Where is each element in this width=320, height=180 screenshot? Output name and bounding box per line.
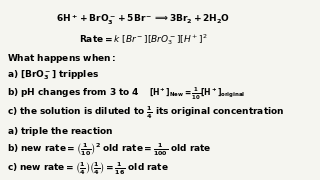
- Text: $\bf{What\ happens\ when:}$: $\bf{What\ happens\ when:}$: [7, 52, 116, 65]
- Text: $\bf{c)\ the\ solution\ is\ diluted\ to\ \frac{1}{4}\ its\ original\ concentrati: $\bf{c)\ the\ solution\ is\ diluted\ to\…: [7, 104, 284, 121]
- Text: $\mathbf{6H^+ + BrO_3^- + 5Br^- \Longrightarrow 3Br_2 + 2H_2O}$: $\mathbf{6H^+ + BrO_3^- + 5Br^- \Longrig…: [56, 13, 230, 27]
- Text: $\mathbf{Rate = \it{k}\ [Br^-][BrO_3^-][H^+]^2}$: $\mathbf{Rate = \it{k}\ [Br^-][BrO_3^-][…: [78, 32, 207, 47]
- Text: $\bf{b)\ pH\ changes\ from\ 3\ to\ 4}$: $\bf{b)\ pH\ changes\ from\ 3\ to\ 4}$: [7, 86, 140, 99]
- Text: $\bf{a)\ triple\ the\ reaction}$: $\bf{a)\ triple\ the\ reaction}$: [7, 125, 114, 138]
- Text: $\bf{b)\ new\ rate = \left(\frac{1}{10}\right)^2\ old\ rate = \frac{1}{100}\ old: $\bf{b)\ new\ rate = \left(\frac{1}{10}\…: [7, 142, 212, 158]
- Text: $\bf{a)\ [BrO_3^-]\ tripples}$: $\bf{a)\ [BrO_3^-]\ tripples}$: [7, 69, 99, 82]
- Text: $\bf{c)\ new\ rate = \left(\frac{1}{4}\right)\left(\frac{1}{4}\right) = \frac{1}: $\bf{c)\ new\ rate = \left(\frac{1}{4}\r…: [7, 160, 169, 177]
- Text: $\bf{[H^+]_{New} = \frac{1}{10}[H^+]_{original}}$: $\bf{[H^+]_{New} = \frac{1}{10}[H^+]_{or…: [148, 86, 245, 102]
